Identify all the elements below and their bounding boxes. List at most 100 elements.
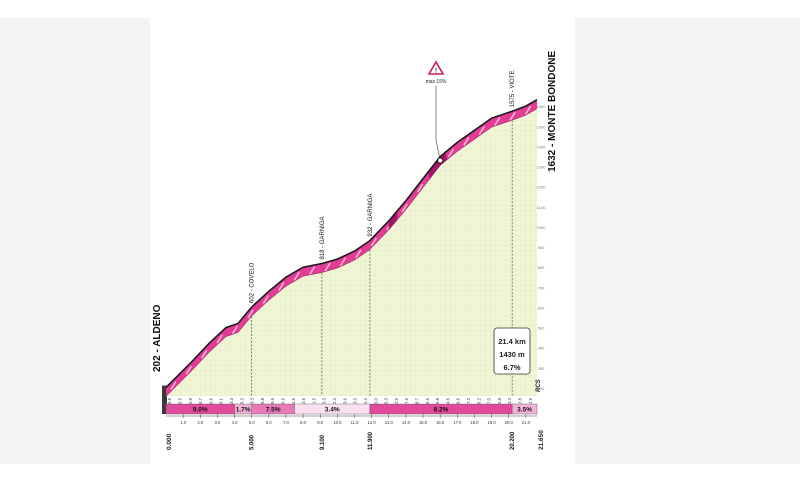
road-stripe — [308, 266, 316, 275]
road-stripe — [293, 271, 300, 281]
gradient-digit: 9.8 — [260, 397, 265, 403]
y-tick-label: 1100 — [537, 205, 546, 210]
road-stripe — [509, 111, 516, 121]
gradient-digit: 8.7 — [198, 397, 203, 403]
gradient-digit: 6.0 — [373, 397, 378, 403]
road-stripe — [478, 126, 485, 135]
gradient-digit: 7.5 — [404, 397, 409, 403]
gradient-digit: 2.6 — [301, 397, 306, 403]
km-tick-label: 9.0 — [317, 420, 323, 425]
road-stripe — [262, 295, 270, 304]
km-tick-label: 15.0 — [419, 420, 428, 425]
km-tick-label: 6.0 — [266, 420, 272, 425]
gradient-digit: 9.6 — [270, 397, 275, 403]
road-stripe — [185, 365, 192, 375]
km-tick-label: 12.0 — [368, 420, 377, 425]
gradient-digit: 5.6 — [425, 397, 430, 403]
rcs-logo: RCS — [536, 379, 542, 392]
gradient-segment-label: 3.5% — [517, 407, 532, 414]
gradient-digit: 3.3 — [507, 397, 512, 403]
waypoint-label: 1575 - VIOTE — [510, 71, 516, 108]
y-tick-label: 1300 — [537, 165, 547, 170]
gradient-segment-label: 1.7% — [236, 407, 251, 414]
start-label: 202 - ALDENO — [152, 304, 163, 372]
y-tick-label: 300 — [538, 366, 545, 371]
road-stripe — [494, 117, 501, 126]
profile-grid-texture — [166, 99, 537, 396]
km-tick-label: 3.0 — [214, 420, 220, 425]
gradient-digit: 2.8 — [518, 397, 523, 403]
gradient-digit: 2.5 — [394, 397, 399, 403]
km-tick-label: 20.0 — [505, 420, 514, 425]
gradient-segment-label: 3.4% — [325, 407, 340, 414]
km-tick-label: 17.0 — [453, 420, 462, 425]
gradient-digit: 6.8 — [435, 397, 440, 403]
km-tick-label: 19.0 — [488, 420, 497, 425]
start-base-block — [162, 385, 167, 414]
km-tick-label: 5.0 — [249, 420, 255, 425]
km-tick-label: 1.0 — [180, 420, 186, 425]
km-tick-label: 10.0 — [333, 420, 342, 425]
km-tick-label: 14.0 — [402, 420, 411, 425]
summary-box: 21.4 km 1430 m 6.7% — [493, 327, 531, 375]
road-stripe — [278, 282, 285, 291]
max-gradient-label: max 15% — [426, 79, 447, 85]
gradient-digit: 4.6 — [445, 397, 450, 403]
gradient-segment-label: 8.2% — [434, 407, 449, 414]
road-stripe — [355, 249, 362, 259]
road-stripe — [401, 203, 408, 213]
gradient-digit: 1.5 — [311, 397, 316, 403]
start-km-label: 0.000 — [166, 433, 173, 450]
gradient-digit: 2.4 — [332, 397, 337, 403]
road-stripe — [216, 334, 223, 344]
y-tick-label: 1400 — [537, 144, 547, 149]
gradient-digit: 3.6 — [342, 397, 347, 403]
y-tick-label: 700 — [538, 285, 545, 290]
svg-text:!: ! — [435, 69, 437, 75]
gradient-digit: 5.9 — [167, 397, 172, 403]
waypoint-km-label: 9.100 — [320, 434, 326, 450]
finish-label: 1632 - MONTE BONDONE — [547, 51, 558, 172]
gradient-digit: 9.6 — [456, 397, 461, 403]
y-tick-label: 400 — [538, 346, 545, 351]
gradient-digit: 6.5 — [281, 397, 286, 403]
y-tick-label: 200 — [538, 386, 545, 391]
gradient-digit: 8.2 — [476, 397, 481, 403]
road-stripe — [370, 237, 378, 247]
gradient-digit: 3.3 — [322, 397, 327, 403]
profile-outline — [165, 99, 538, 389]
summary-average: 6.7% — [503, 363, 520, 372]
y-tick-label: 1000 — [537, 225, 547, 230]
left-background-panel — [0, 18, 150, 464]
y-tick-label: 1200 — [537, 185, 547, 190]
km-tick-label: 4.0 — [232, 420, 238, 425]
gradient-digit: 1.6 — [528, 397, 533, 403]
waypoint-km-label: 20.200 — [510, 431, 516, 450]
km-tick-label: 2.0 — [197, 420, 203, 425]
waypoint-km-label: 5.000 — [250, 434, 256, 450]
summary-elevation: 1430 m — [499, 350, 525, 359]
y-tick-label: 1500 — [537, 124, 547, 129]
gradient-segment-label: 7.5% — [266, 407, 281, 414]
warning-triangle-icon — [427, 60, 445, 75]
gradient-digit: 3.3 — [250, 397, 255, 403]
gradient-digit: 7.2 — [466, 397, 471, 403]
gradient-digit: 7.0 — [487, 397, 492, 403]
gradient-digit: 8.1 — [219, 397, 224, 403]
gradient-digit: 10.9 — [188, 397, 193, 406]
gradient-digit: 4.4 — [363, 397, 368, 403]
gradient-digit: 6.3 — [384, 397, 389, 403]
gradient-digit: 3.3 — [229, 397, 234, 403]
km-tick-label: 13.0 — [385, 420, 394, 425]
km-tick-label: 16.0 — [436, 420, 445, 425]
gradient-digit: 8.7 — [415, 397, 420, 403]
road-stripe — [201, 349, 208, 359]
road-stripe — [463, 136, 470, 146]
y-tick-label: 1600 — [537, 104, 547, 109]
max-gradient-marker: ! max 15% — [426, 60, 447, 164]
km-tick-label: 21.0 — [522, 420, 531, 425]
gradient-digit: 3.3 — [353, 397, 358, 403]
road-stripe — [524, 105, 532, 115]
road-stripe — [324, 262, 331, 272]
